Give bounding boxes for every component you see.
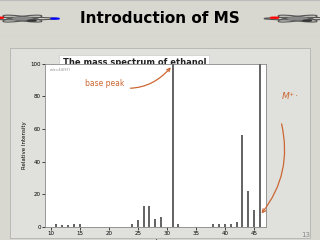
Bar	[137, 220, 139, 227]
Text: base peak: base peak	[85, 68, 170, 89]
Bar	[79, 223, 81, 227]
Bar	[230, 223, 232, 227]
Bar	[154, 219, 156, 227]
Text: Introduction of MS: Introduction of MS	[80, 11, 240, 26]
Bar	[172, 64, 174, 227]
Bar	[143, 206, 145, 227]
Bar	[247, 191, 249, 227]
Text: 13: 13	[301, 232, 310, 238]
Circle shape	[0, 17, 4, 18]
Bar	[148, 206, 150, 227]
Bar	[160, 217, 162, 227]
Circle shape	[51, 18, 59, 19]
Bar	[236, 222, 237, 227]
Bar	[131, 223, 133, 227]
Bar	[259, 64, 261, 227]
Text: m/z=44(97): m/z=44(97)	[49, 68, 70, 72]
Bar	[177, 223, 180, 227]
Y-axis label: Relative Intensity: Relative Intensity	[22, 121, 27, 169]
Bar	[224, 223, 226, 227]
Bar	[73, 223, 75, 227]
FancyBboxPatch shape	[10, 48, 310, 238]
Bar	[61, 225, 63, 227]
Text: The mass spectrum of ethanol: The mass spectrum of ethanol	[63, 58, 206, 67]
Text: M$^{+}$·: M$^{+}$·	[281, 90, 299, 102]
Circle shape	[270, 17, 279, 18]
Circle shape	[28, 20, 36, 21]
Bar	[241, 135, 244, 227]
Bar	[218, 223, 220, 227]
Bar	[212, 223, 214, 227]
Bar	[67, 225, 69, 227]
Circle shape	[288, 18, 307, 20]
Bar	[253, 210, 255, 227]
Bar	[55, 223, 57, 227]
Circle shape	[303, 20, 311, 21]
Circle shape	[13, 18, 32, 20]
X-axis label: m/z: m/z	[149, 239, 162, 240]
